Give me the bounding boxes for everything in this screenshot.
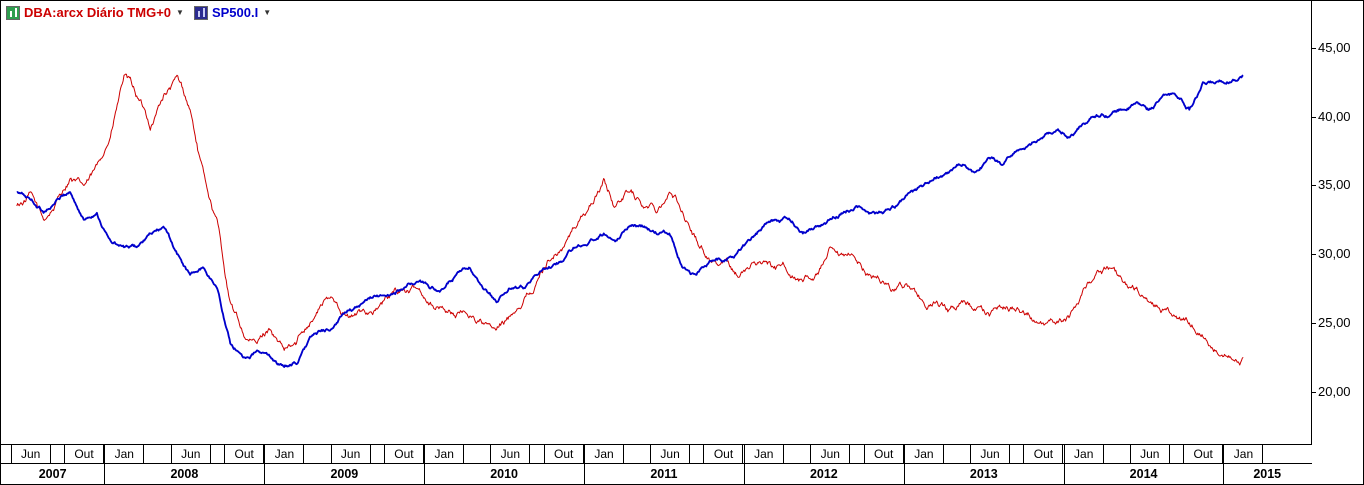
y-tick-mark [1311, 391, 1316, 393]
chevron-down-icon[interactable]: ▼ [176, 8, 184, 17]
month-cell: Jan [1223, 444, 1264, 464]
month-cell: Jan [743, 444, 784, 464]
year-label: 2011 [650, 467, 678, 481]
mini-bar-icon [15, 7, 17, 17]
year-separator [584, 464, 585, 484]
y-tick-label: 20,00 [1318, 383, 1351, 399]
x-year-row[interactable]: 2007 2008 2009 2010 2011 2012 2013 2014 2015 [1, 463, 1312, 484]
year-separator [743, 464, 745, 484]
year-separator [264, 464, 266, 484]
year-label: 2007 [38, 467, 67, 481]
month-cell: Jun [490, 444, 531, 464]
month-cell: Jan [903, 444, 944, 464]
month-cell: Out [543, 444, 584, 464]
month-cell: Jan [264, 444, 305, 464]
y-tick-mark [1311, 116, 1316, 118]
month-cell: Jun [970, 444, 1011, 464]
year-separator [1063, 464, 1065, 484]
dba-instrument-icon [6, 5, 20, 20]
year-separator [1223, 464, 1225, 484]
mini-bar-icon [197, 10, 200, 17]
month-cell: Jun [1129, 444, 1170, 464]
y-tick-mark [1311, 47, 1316, 49]
month-cell: Out [703, 444, 744, 464]
legend-item-sp500[interactable]: SP500.I ▼ [193, 5, 272, 20]
legend: DBA:arcx Diário TMG+0 ▼ SP500.I ▼ [6, 5, 271, 20]
year-label: 2014 [1129, 467, 1158, 481]
year-label: 2010 [490, 467, 519, 481]
y-axis[interactable]: 45,00 40,00 35,00 30,00 25,00 20,00 [1, 1, 1363, 444]
month-cell: Out [1183, 444, 1224, 464]
month-cell: Jan [1063, 444, 1104, 464]
month-cell: Jun [810, 444, 851, 464]
month-cell: Jan [584, 444, 624, 464]
month-cell: Jun [10, 444, 51, 464]
month-cell: Out [64, 444, 105, 464]
series-line-1 [16, 73, 1244, 366]
y-tick-mark [1311, 185, 1316, 187]
year-separator [424, 464, 426, 484]
y-tick-mark [1311, 254, 1316, 256]
mini-bar-icon [202, 7, 205, 17]
month-cell: Out [863, 444, 904, 464]
year-label: 2013 [969, 467, 998, 481]
y-tick-label: 25,00 [1318, 314, 1351, 330]
year-separator [903, 464, 905, 484]
month-cell: Jan [104, 444, 145, 464]
month-cell: Out [383, 444, 424, 464]
chevron-down-icon[interactable]: ▼ [263, 8, 272, 17]
y-tick-mark [1311, 322, 1316, 324]
sp500-instrument-icon [193, 5, 208, 20]
year-label: 2015 [1253, 467, 1282, 481]
mini-bar-icon [10, 10, 12, 17]
y-tick-label: 40,00 [1318, 108, 1351, 124]
chart-canvas[interactable] [1, 1, 1311, 444]
year-separator [104, 464, 106, 484]
legend-label-1: DBA:arcx Diário TMG+0 [24, 5, 172, 20]
y-tick-label: 35,00 [1318, 177, 1351, 193]
month-cell: Jun [170, 444, 211, 464]
month-cell: Jun [330, 444, 371, 464]
y-tick-label: 30,00 [1318, 246, 1351, 262]
month-cell: Jan [424, 444, 465, 464]
month-cell: Jun [650, 444, 691, 464]
year-label: 2008 [170, 467, 199, 481]
legend-label-2: SP500.I [211, 5, 259, 20]
price-axis-line [1311, 1, 1312, 484]
plot-area[interactable] [1, 1, 1311, 444]
year-label: 2012 [809, 467, 838, 481]
series-line-2 [16, 74, 1244, 368]
legend-item-dba[interactable]: DBA:arcx Diário TMG+0 ▼ [6, 5, 184, 20]
month-cell: Out [1023, 444, 1064, 464]
year-label: 2009 [330, 467, 359, 481]
x-month-row[interactable]: Jun Out Jan Jun Out Jan Jun Out Jan Jun Out Jan Jun O… [1, 444, 1312, 464]
y-tick-label: 45,00 [1318, 39, 1351, 55]
month-cell: Out [224, 444, 265, 464]
